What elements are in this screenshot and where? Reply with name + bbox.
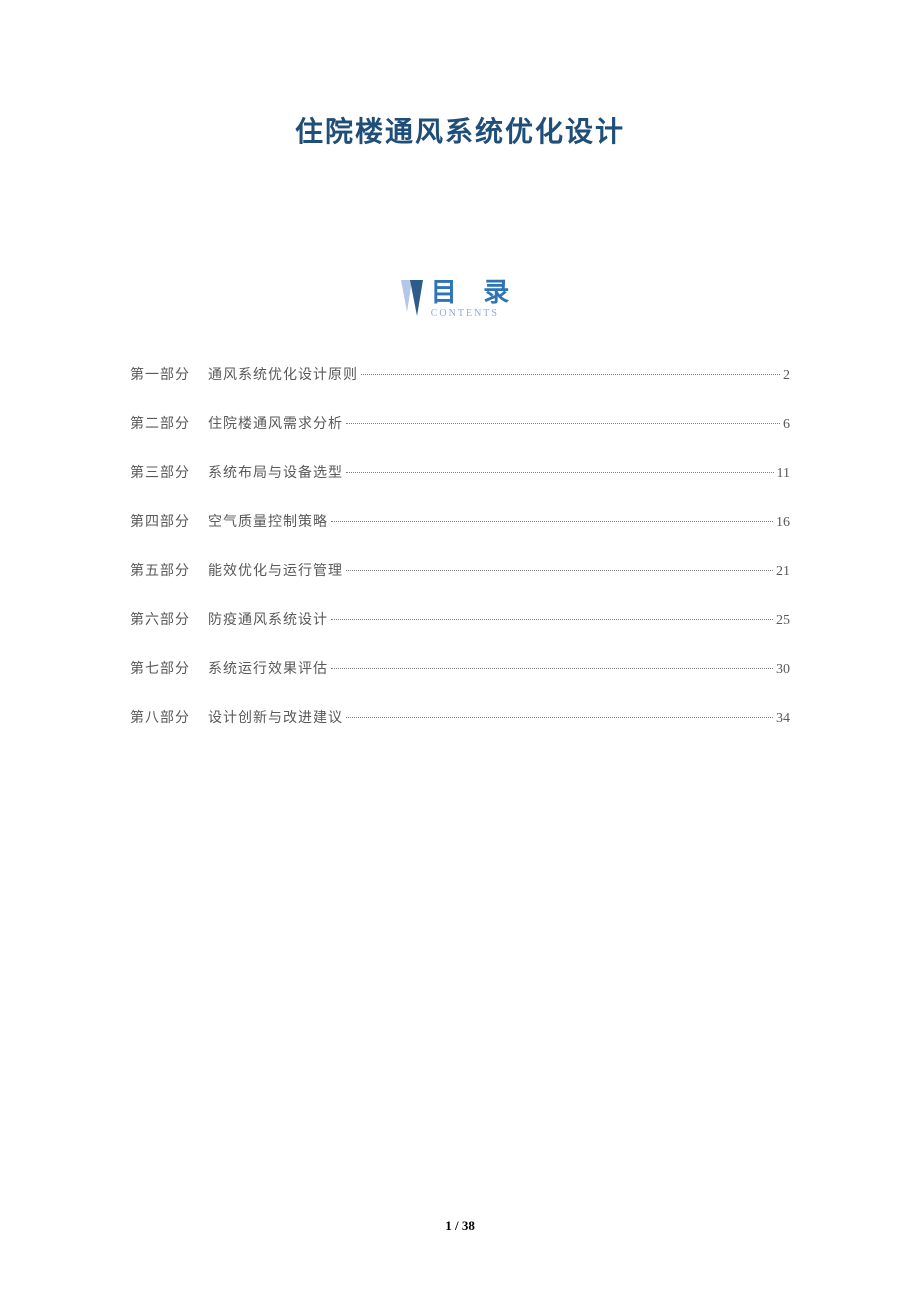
toc-leader-dots	[361, 374, 780, 375]
toc-part-label: 第四部分	[130, 511, 190, 531]
toc-part-label: 第三部分	[130, 462, 190, 482]
toc-leader-dots	[331, 619, 773, 620]
toc-leader-dots	[346, 717, 773, 718]
toc-item-name: 系统运行效果评估	[208, 658, 328, 678]
toc-leader-dots	[331, 521, 773, 522]
toc-title: 目 录	[431, 280, 520, 306]
toc-page-number: 11	[777, 466, 790, 482]
toc-row[interactable]: 第一部分通风系统优化设计原则 2	[130, 364, 790, 384]
toc-item-name: 系统布局与设备选型	[208, 462, 343, 482]
toc-part-label: 第七部分	[130, 658, 190, 678]
document-page: 住院楼通风系统优化设计 目 录 CONTENTS 第一部分通风系统优化设计原则 2…	[0, 0, 920, 1302]
toc-part-label: 第六部分	[130, 609, 190, 629]
toc-row[interactable]: 第三部分系统布局与设备选型 11	[130, 462, 790, 482]
toc-item-name: 住院楼通风需求分析	[208, 413, 343, 433]
toc-row[interactable]: 第七部分系统运行效果评估 30	[130, 658, 790, 678]
toc-item-name: 空气质量控制策略	[208, 511, 328, 531]
toc-row[interactable]: 第四部分空气质量控制策略 16	[130, 511, 790, 531]
toc-item-name: 防疫通风系统设计	[208, 609, 328, 629]
toc-page-number: 34	[776, 711, 790, 727]
toc-page-number: 30	[776, 662, 790, 678]
toc-leader-dots	[346, 423, 780, 424]
toc-leader-dots	[331, 668, 773, 669]
toc-page-number: 25	[776, 613, 790, 629]
toc-page-number: 2	[783, 368, 790, 384]
toc-part-label: 第二部分	[130, 413, 190, 433]
toc-page-number: 16	[776, 515, 790, 531]
toc-header: 目 录 CONTENTS	[130, 280, 790, 319]
toc-list: 第一部分通风系统优化设计原则 2 第二部分住院楼通风需求分析 6 第三部分系统布局与设备…	[130, 364, 790, 727]
toc-row[interactable]: 第八部分设计创新与改进建议 34	[130, 707, 790, 727]
toc-title-block: 目 录 CONTENTS	[431, 280, 520, 319]
footer-separator: /	[452, 1218, 462, 1233]
toc-leader-dots	[346, 472, 774, 473]
toc-item-name: 能效优化与运行管理	[208, 560, 343, 580]
footer-total-pages: 38	[462, 1218, 475, 1233]
page-footer: 1 / 38	[0, 1218, 920, 1234]
toc-part-label: 第一部分	[130, 364, 190, 384]
toc-leader-dots	[346, 570, 773, 571]
toc-row[interactable]: 第二部分住院楼通风需求分析 6	[130, 413, 790, 433]
toc-row[interactable]: 第六部分防疫通风系统设计 25	[130, 609, 790, 629]
document-title: 住院楼通风系统优化设计	[130, 110, 790, 150]
toc-item-name: 通风系统优化设计原则	[208, 364, 358, 384]
toc-part-label: 第八部分	[130, 707, 190, 727]
toc-item-name: 设计创新与改进建议	[208, 707, 343, 727]
toc-part-label: 第五部分	[130, 560, 190, 580]
toc-icon	[401, 280, 423, 318]
toc-row[interactable]: 第五部分能效优化与运行管理 21	[130, 560, 790, 580]
toc-page-number: 21	[776, 564, 790, 580]
toc-page-number: 6	[783, 417, 790, 433]
toc-subtitle: CONTENTS	[431, 308, 499, 319]
